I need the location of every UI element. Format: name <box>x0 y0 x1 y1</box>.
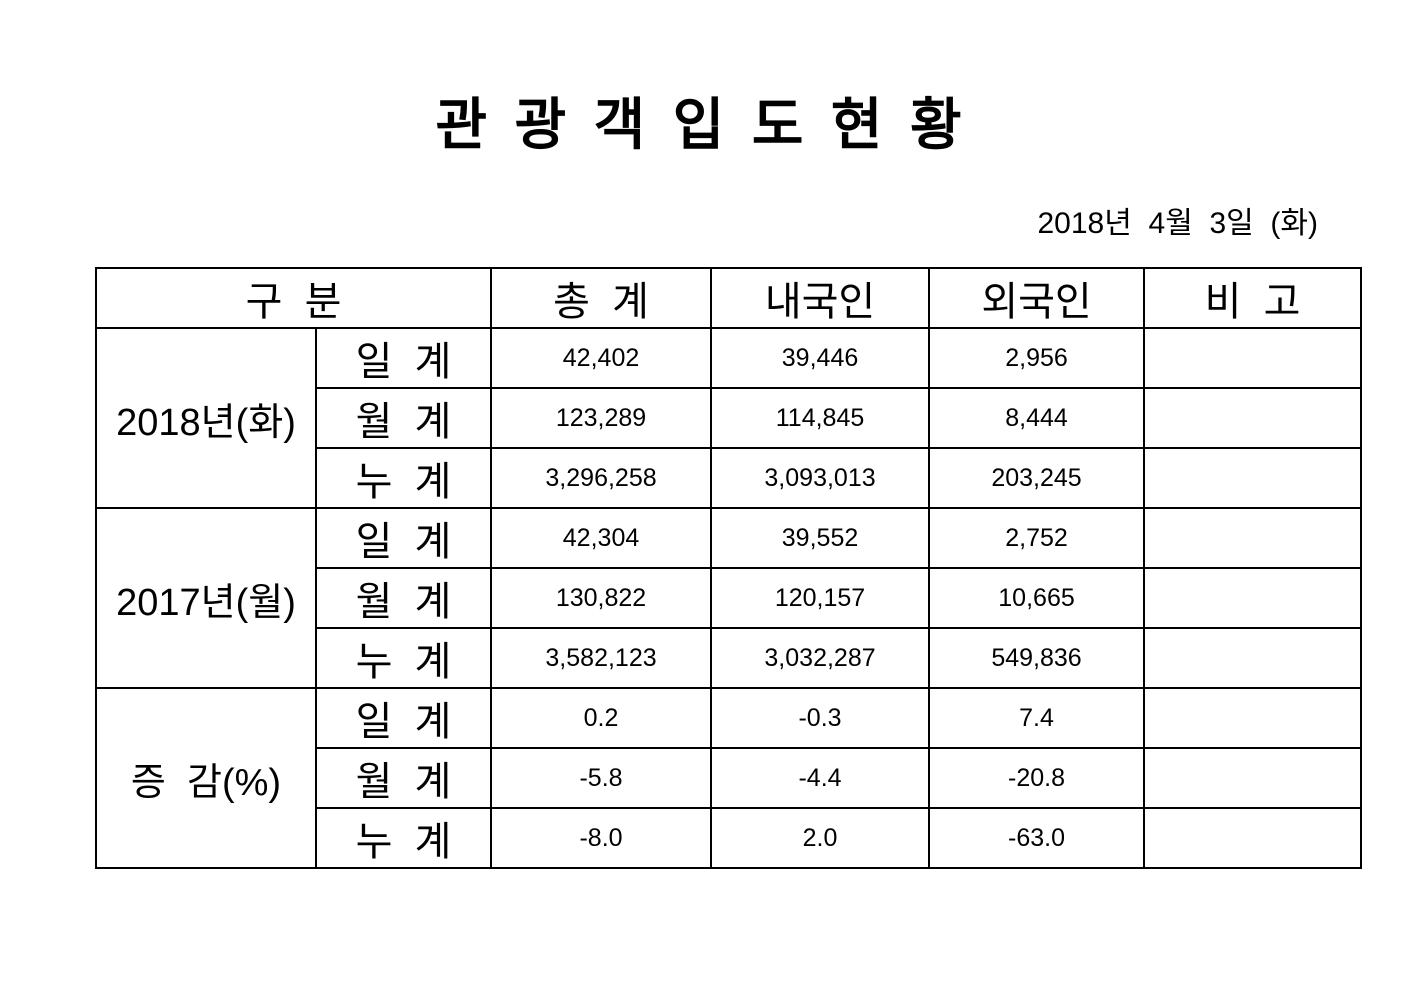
sub-label-monthly: 월 계 <box>314 567 493 629</box>
sub-label-cumulative: 누 계 <box>314 447 493 509</box>
header-foreign: 외국인 <box>928 267 1146 329</box>
sub-label-cumulative: 누 계 <box>314 807 493 869</box>
value-total: -8.0 <box>490 807 713 869</box>
value-foreign: 2,956 <box>928 327 1146 389</box>
header-note: 비 고 <box>1143 267 1363 329</box>
value-domestic: 114,845 <box>710 387 931 449</box>
value-domestic: 3,032,287 <box>710 627 931 689</box>
page-title: 관 광 객 입 도 현 황 <box>435 93 968 156</box>
group-label-change-pct: 증 감(%) <box>95 687 317 869</box>
sub-label-monthly: 월 계 <box>314 747 493 809</box>
value-domestic: -0.3 <box>710 687 931 749</box>
value-domestic: 39,446 <box>710 327 931 389</box>
value-note <box>1143 687 1363 749</box>
value-foreign: 203,245 <box>928 447 1146 509</box>
table-row: 월 계 -5.8 -4.4 -20.8 <box>96 747 1363 809</box>
value-domestic: 39,552 <box>710 507 931 569</box>
sub-label-daily: 일 계 <box>314 327 493 389</box>
value-total: 42,402 <box>490 327 713 389</box>
value-note <box>1143 807 1363 869</box>
sub-label-daily: 일 계 <box>314 687 493 749</box>
value-total: -5.8 <box>490 747 713 809</box>
value-foreign: 549,836 <box>928 627 1146 689</box>
value-note <box>1143 327 1363 389</box>
group-label-2017: 2017년(월) <box>95 507 317 689</box>
value-domestic: 120,157 <box>710 567 931 629</box>
sub-label-cumulative: 누 계 <box>314 627 493 689</box>
value-total: 130,822 <box>490 567 713 629</box>
tourist-arrivals-table: 구 분 총 계 내국인 외국인 비 고 2018년(화) 일 계 42,402 … <box>94 267 1363 869</box>
table-row: 월 계 123,289 114,845 8,444 <box>96 387 1363 449</box>
value-total: 42,304 <box>490 507 713 569</box>
value-note <box>1143 447 1363 509</box>
value-foreign: -63.0 <box>928 807 1146 869</box>
value-domestic: 3,093,013 <box>710 447 931 509</box>
table-row: 증 감(%) 일 계 0.2 -0.3 7.4 <box>95 687 1363 869</box>
value-foreign: -20.8 <box>928 747 1146 809</box>
report-date: 2018년 4월 3일 (화) <box>1037 207 1319 240</box>
value-note <box>1143 387 1363 449</box>
value-total: 3,296,258 <box>490 447 713 509</box>
value-total: 123,289 <box>490 387 713 449</box>
value-note <box>1143 747 1363 809</box>
sub-label-daily: 일 계 <box>314 507 493 569</box>
value-total: 0.2 <box>490 687 713 749</box>
header-row: 구 분 총 계 내국인 외국인 비 고 <box>94 267 1363 329</box>
value-foreign: 8,444 <box>928 387 1146 449</box>
value-foreign: 2,752 <box>928 507 1146 569</box>
table-row: 누 계 3,582,123 3,032,287 549,836 <box>96 627 1363 689</box>
header-domestic: 내국인 <box>710 267 931 329</box>
value-foreign: 10,665 <box>928 567 1146 629</box>
group-label-2018: 2018년(화) <box>95 327 317 509</box>
table-row: 2017년(월) 일 계 42,304 39,552 2,752 <box>95 507 1363 689</box>
value-note <box>1143 507 1363 569</box>
header-category: 구 분 <box>94 267 493 329</box>
value-domestic: -4.4 <box>710 747 931 809</box>
value-note <box>1143 627 1363 689</box>
value-total: 3,582,123 <box>490 627 713 689</box>
value-note <box>1143 567 1363 629</box>
table-row: 월 계 130,822 120,157 10,665 <box>96 567 1363 629</box>
table-row: 2018년(화) 일 계 42,402 39,446 2,956 <box>95 327 1363 509</box>
table-row: 누 계 -8.0 2.0 -63.0 <box>96 807 1363 869</box>
value-foreign: 7.4 <box>928 687 1146 749</box>
table-row: 누 계 3,296,258 3,093,013 203,245 <box>96 447 1363 509</box>
value-domestic: 2.0 <box>710 807 931 869</box>
header-total: 총 계 <box>490 267 713 329</box>
sub-label-monthly: 월 계 <box>314 387 493 449</box>
